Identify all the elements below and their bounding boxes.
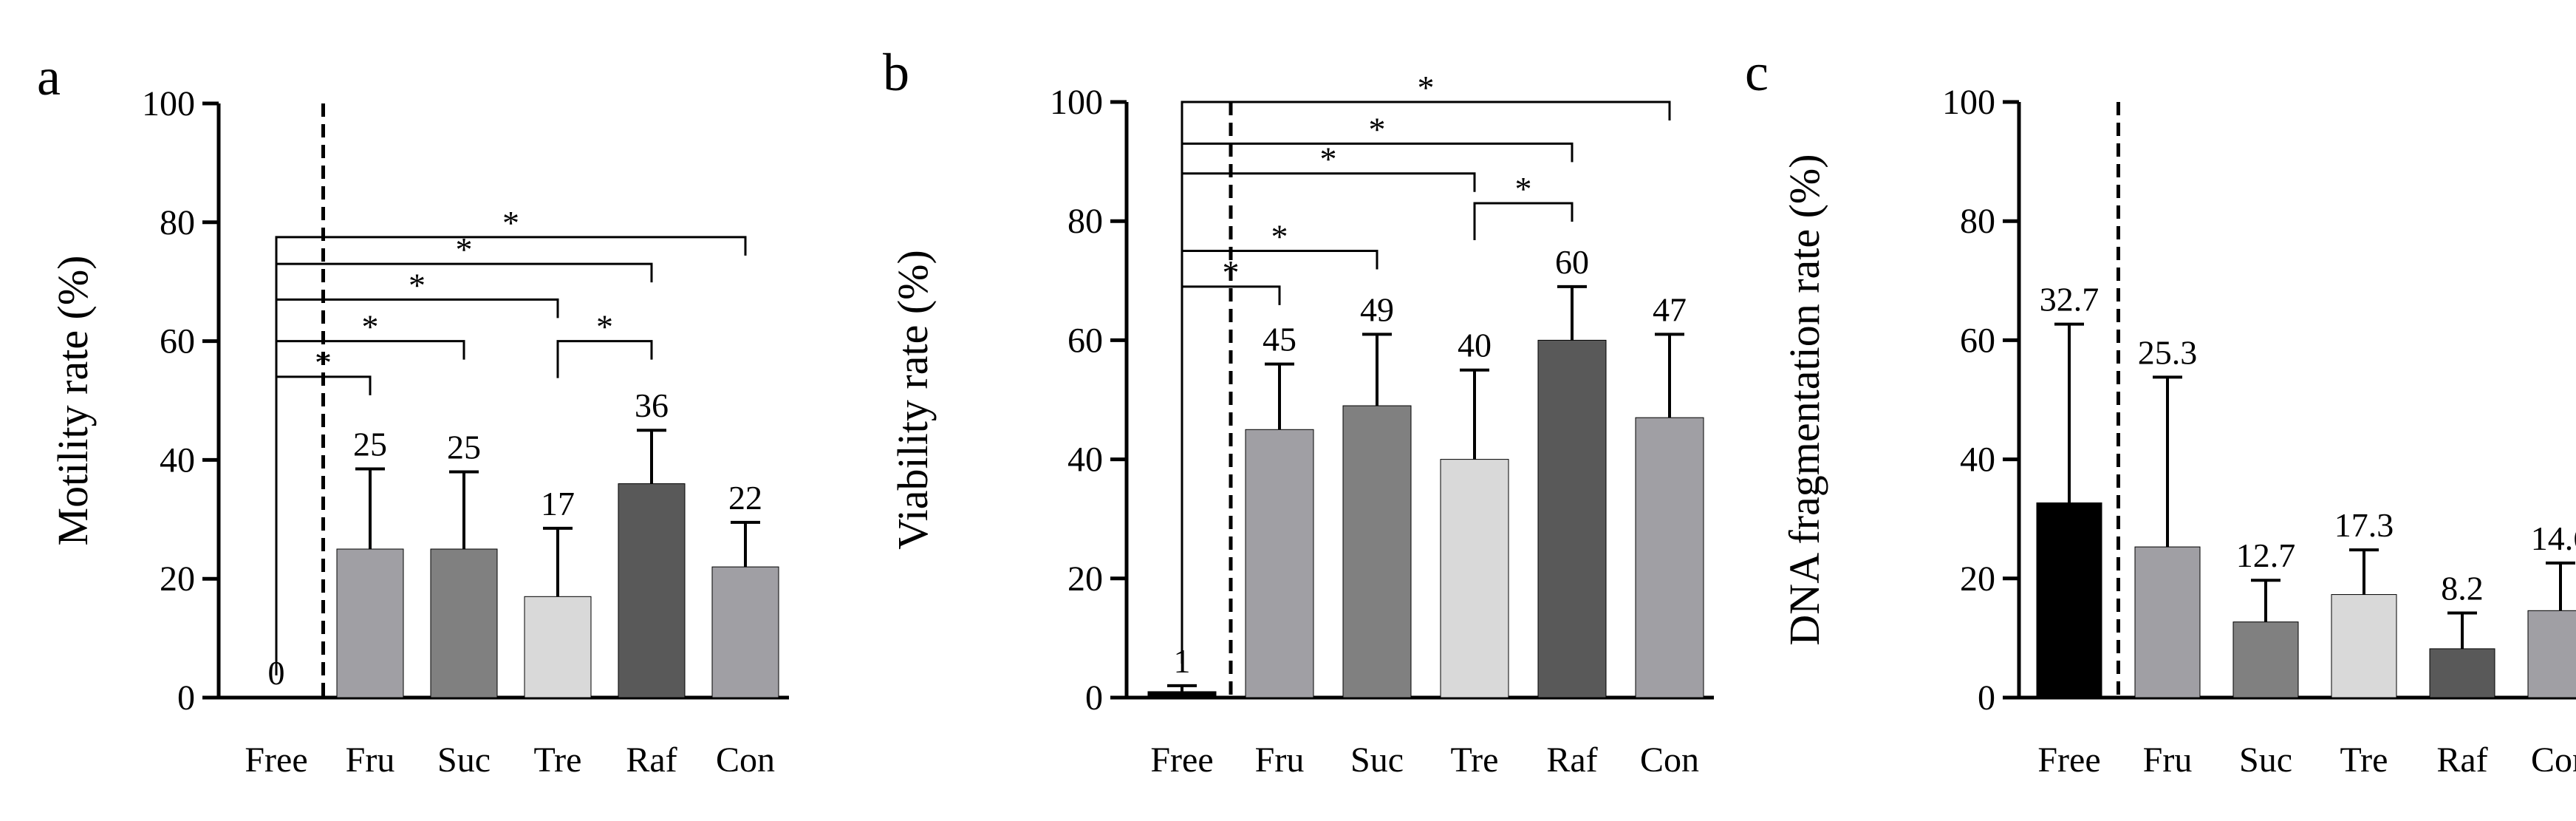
category-label: Free [245,740,307,780]
significance-star: * [1515,170,1532,208]
bar-fru [336,548,404,698]
y-tick-label: 0 [1085,678,1103,718]
category-label: Suc [2239,740,2292,780]
y-tick-label: 100 [142,84,195,123]
significance-bracket [556,340,653,378]
category-label: Tre [534,740,582,780]
category-label: Free [2037,740,2100,780]
category-label: Suc [1350,740,1404,780]
y-tick-label: 80 [1067,202,1103,241]
data-label: 32.7 [2040,281,2100,318]
bar-tre [524,596,592,698]
category-label: Con [716,740,775,780]
y-tick-label: 80 [160,203,195,242]
data-label: 17 [541,485,575,522]
data-label: 8.2 [2441,570,2484,607]
bar-raf [1537,339,1607,698]
bar-tre [2331,594,2397,698]
category-label: Con [1640,740,1699,780]
y-tick-label: 20 [1960,559,1995,599]
y-tick-label: 80 [1960,202,1995,241]
panel-letter: a [37,47,61,106]
data-label: 36 [635,386,669,424]
bar-free [1147,691,1217,698]
data-label: 40 [1458,327,1492,364]
significance-star: * [1320,140,1337,178]
significance-bracket [1181,172,1476,664]
bar-tre [1440,459,1509,698]
category-label: Con [2531,740,2576,780]
category-label: Raf [2436,740,2487,780]
category-label: Free [1150,740,1213,780]
significance-star: * [596,308,613,346]
category-label: Tre [1451,740,1499,780]
panel-c: c DNA fragmentation rate (%) 0 20 40 60 80 100 3… [1745,43,2576,780]
significance-star: * [456,231,473,268]
y-tick-label: 100 [1050,83,1103,122]
significance-star: * [1418,69,1435,106]
category-label: Suc [437,740,491,780]
data-label: 22 [728,479,762,517]
y-tick-label: 40 [160,440,195,480]
y-axis-label: DNA fragmentation rate (%) [1780,154,1828,645]
bar-fru [1245,429,1314,698]
y-tick-label: 60 [1960,321,1995,360]
significance-star: * [1223,253,1240,291]
bar-con [711,566,779,698]
data-label: 60 [1555,243,1589,281]
data-label: 45 [1263,321,1296,358]
y-tick-label: 60 [160,322,195,361]
bar-fru [2134,546,2201,698]
bar-suc [2232,621,2299,698]
significance-bracket [275,236,747,675]
data-label: 25 [353,425,387,463]
data-label: 12.7 [2236,536,2296,574]
data-label: 14.6 [2531,519,2576,557]
significance-star: * [1271,218,1288,256]
y-tick-label: 20 [160,559,195,599]
y-axis-label: Motility rate (%) [49,255,97,545]
data-label: 25 [447,428,481,466]
panel-letter: c [1745,43,1769,102]
y-tick-label: 60 [1067,321,1103,360]
significance-star: * [502,204,519,242]
bar-raf [2429,648,2495,698]
bar-free [2036,502,2102,698]
bar-con [1635,417,1704,698]
category-label: Raf [1546,740,1597,780]
data-label: 49 [1360,290,1394,328]
bar-suc [1342,405,1412,698]
y-tick-label: 100 [1942,83,1995,122]
panel-letter: b [883,43,909,102]
bar-suc [430,548,498,698]
category-label: Fru [2143,740,2193,780]
bar-con [2527,610,2576,698]
category-label: Tre [2340,740,2388,780]
data-label: 47 [1653,290,1687,328]
significance-star: * [409,266,426,304]
significance-star: * [1369,110,1386,148]
y-tick-label: 0 [177,678,195,718]
y-tick-label: 40 [1067,440,1103,480]
y-axis-label: Viability rate (%) [889,250,937,550]
data-label: 17.3 [2334,506,2394,544]
significance-bracket [1473,202,1574,241]
bar-raf [618,483,686,698]
category-label: Raf [626,740,677,780]
data-label: 25.3 [2138,333,2198,371]
category-label: Fru [1255,740,1305,780]
significance-star: * [362,308,379,346]
significance-bracket [1181,101,1671,664]
significance-star: * [315,344,332,381]
y-tick-label: 20 [1067,559,1103,599]
y-tick-label: 0 [1978,678,1995,718]
category-label: Fru [346,740,395,780]
y-tick-label: 40 [1960,440,1995,480]
